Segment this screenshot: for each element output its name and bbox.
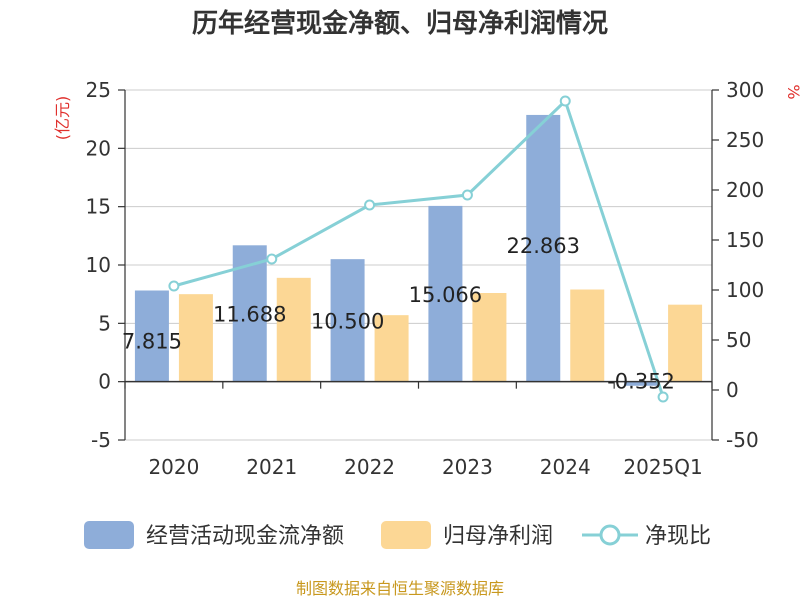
net-profit-bar [668, 304, 703, 382]
cash-flow-bar [526, 114, 561, 382]
left-tick-label: -5 [91, 428, 111, 452]
cash-flow-bar [624, 381, 659, 386]
right-tick-label: 50 [726, 328, 751, 352]
grid [125, 89, 712, 441]
right-tick-label: 200 [726, 178, 764, 202]
ratio-line [168, 95, 669, 403]
x-tick-label: 2023 [442, 455, 493, 479]
right-tick-label: 300 [726, 78, 764, 102]
right-tick-label: -50 [726, 428, 759, 452]
x-tick-label: 2025Q1 [623, 455, 702, 479]
right-tick-label: 250 [726, 128, 764, 152]
right-axis-unit: % [784, 84, 800, 99]
left-tick-label: 5 [98, 311, 111, 335]
cash-flow-data-label: 22.863 [507, 234, 580, 258]
legend-swatch-cash-flow [84, 521, 134, 549]
ratio-point [364, 199, 376, 211]
cash-flow-data-label: 11.688 [213, 302, 286, 326]
x-tick-label: 2020 [148, 455, 199, 479]
net-profit-bar [374, 315, 409, 382]
left-tick-label: 10 [86, 253, 111, 277]
right-tick-label: 150 [726, 228, 764, 252]
cash-flow-data-label: 10.500 [311, 309, 384, 333]
ratio-point [168, 280, 180, 292]
x-tick-label: 2021 [246, 455, 297, 479]
chart-title: 历年经营现金净额、归母净利润情况 [192, 8, 608, 39]
x-tick-label: 2024 [540, 455, 591, 479]
ratio-point [657, 391, 669, 403]
left-tick-label: 25 [86, 78, 111, 102]
net-profit-bar [276, 277, 311, 382]
legend: 经营活动现金流净额 归母净利润 净现比 [84, 521, 711, 549]
legend-label-net-profit: 归母净利润 [443, 524, 553, 549]
data-labels: 7.815 11.688 10.500 15.066 22.863 -0.352 [122, 234, 675, 394]
net-profit-bar [178, 294, 213, 382]
left-axis-unit: (亿元) [53, 96, 72, 141]
right-tick-label: 100 [726, 278, 764, 302]
legend-marker-ratio [599, 524, 621, 546]
bars [134, 114, 703, 386]
source-note: 制图数据来自恒生聚源数据库 [296, 579, 504, 598]
legend-label-cash-flow: 经营活动现金流净额 [146, 524, 344, 549]
left-tick-label: 20 [86, 136, 111, 160]
ratio-point [266, 253, 278, 265]
left-tick-label: 15 [86, 195, 111, 219]
cash-flow-data-label: -0.352 [607, 370, 675, 394]
ratio-series-line [173, 98, 665, 398]
right-tick-label: 0 [726, 378, 739, 402]
cash-flow-data-label: 15.066 [409, 283, 482, 307]
ratio-point [461, 189, 473, 201]
ratio-point [559, 95, 571, 107]
cash-flow-bar [330, 259, 365, 382]
cash-flow-bar [428, 205, 463, 382]
net-profit-bar [472, 293, 507, 382]
legend-label-ratio: 净现比 [645, 524, 711, 549]
cash-flow-bar [134, 290, 169, 382]
x-tick-label: 2022 [344, 455, 395, 479]
cash-flow-data-label: 7.815 [122, 329, 182, 353]
legend-swatch-net-profit [381, 521, 431, 549]
net-profit-bar [570, 289, 605, 382]
left-tick-label: 0 [98, 370, 111, 394]
